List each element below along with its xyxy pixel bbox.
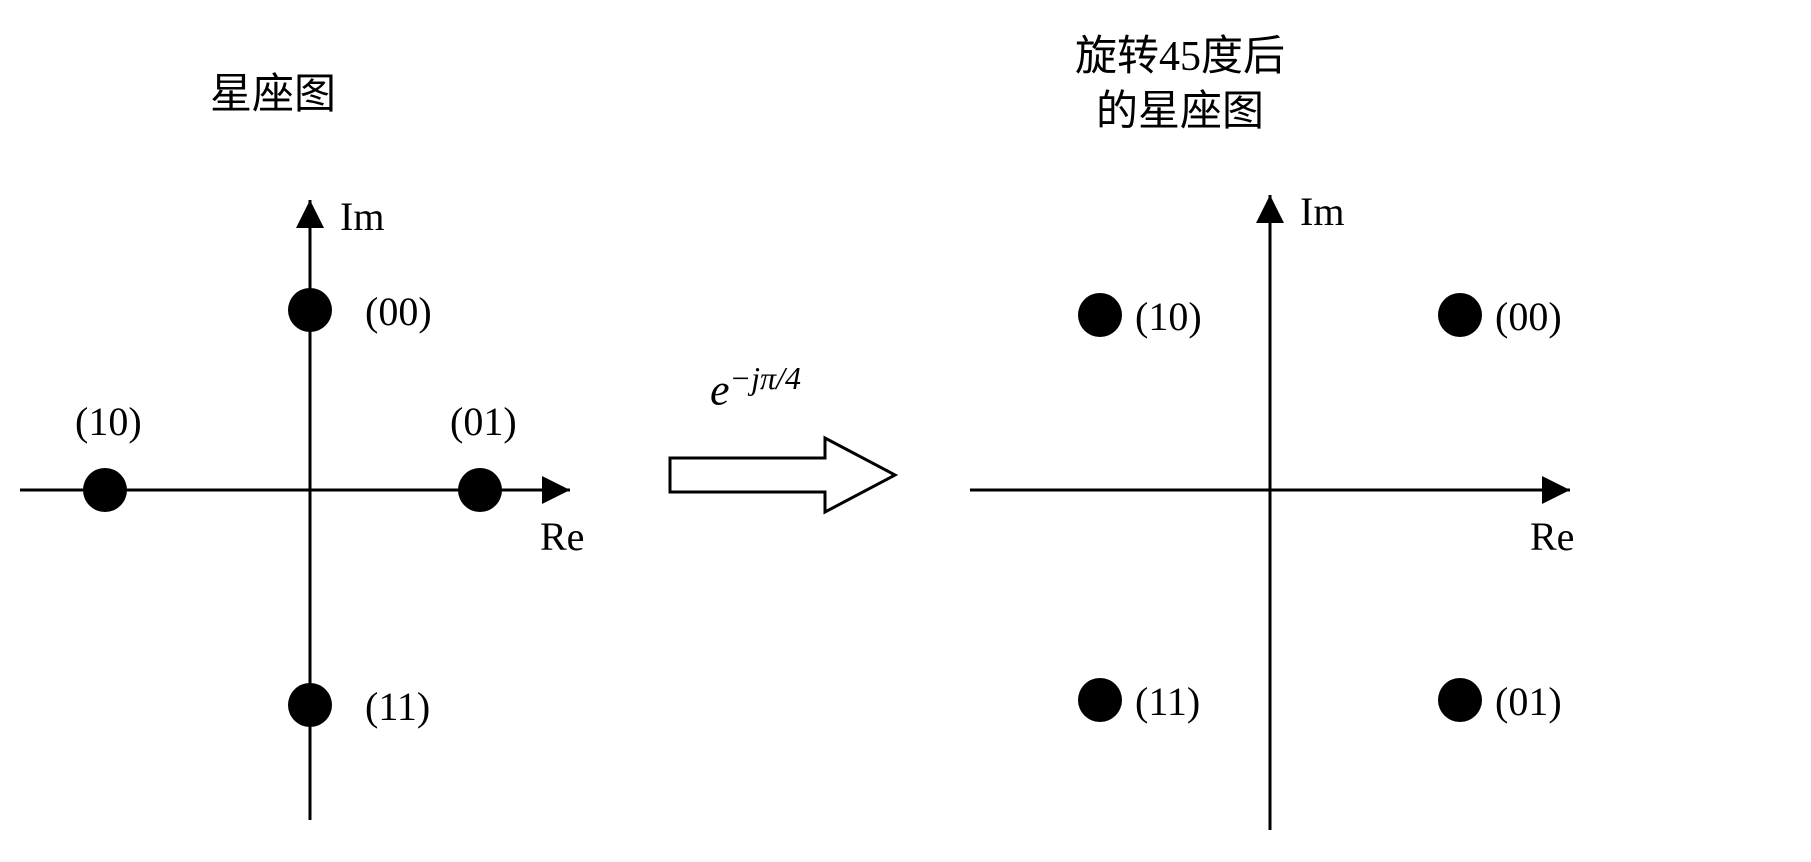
re-axis-arrow-icon <box>542 476 570 504</box>
left-constellation-svg: Im Re (00) (01) (10) (11) <box>0 0 700 857</box>
re-axis-label: Re <box>1530 514 1574 559</box>
right-constellation-svg: Im Re (00) (01) (10) (11) <box>900 0 1650 857</box>
constellation-point <box>1438 678 1482 722</box>
constellation-point <box>1078 678 1122 722</box>
constellation-point <box>83 468 127 512</box>
constellation-point-label: (00) <box>365 289 432 334</box>
im-axis-arrow-icon <box>296 200 324 228</box>
constellation-point-label: (11) <box>365 684 430 729</box>
constellation-point <box>288 683 332 727</box>
im-axis-label: Im <box>1300 189 1344 234</box>
constellation-point <box>458 468 502 512</box>
arrow-right-icon <box>670 438 895 512</box>
re-axis-label: Re <box>540 514 584 559</box>
formula-base: e <box>710 366 730 415</box>
constellation-point-label: (10) <box>1135 294 1202 339</box>
constellation-point <box>1078 293 1122 337</box>
im-axis-label: Im <box>340 194 384 239</box>
left-constellation: Im Re (00) (01) (10) (11) <box>0 0 700 862</box>
im-axis-arrow-icon <box>1256 195 1284 223</box>
constellation-point <box>1438 293 1482 337</box>
constellation-point-label: (01) <box>1495 679 1562 724</box>
constellation-point <box>288 288 332 332</box>
formula-exp: −jπ/4 <box>730 360 801 396</box>
right-constellation: Im Re (00) (01) (10) (11) <box>900 0 1650 862</box>
rotation-formula: e−jπ/4 <box>710 360 801 416</box>
constellation-point-label: (10) <box>75 399 142 444</box>
re-axis-arrow-icon <box>1542 476 1570 504</box>
constellation-point-label: (11) <box>1135 679 1200 724</box>
constellation-point-label: (01) <box>450 399 517 444</box>
constellation-point-label: (00) <box>1495 294 1562 339</box>
transform-arrow-icon <box>660 430 920 550</box>
